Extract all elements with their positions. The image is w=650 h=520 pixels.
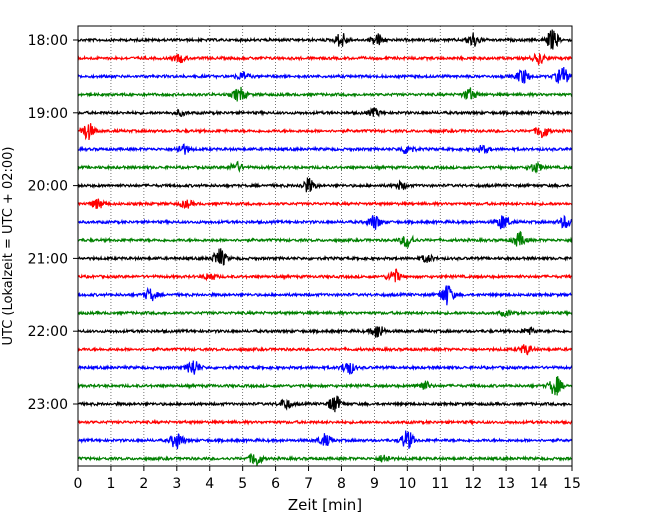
seismogram-trace (77, 376, 573, 396)
seismogram-trace (77, 309, 573, 318)
y-tick-label: 20:00 (28, 179, 68, 195)
x-tick-label: 8 (337, 476, 346, 492)
y-tick-label: 22:00 (28, 324, 68, 340)
x-tick-label: 13 (497, 476, 515, 492)
seismogram-trace (77, 326, 573, 338)
seismogram-trace (77, 177, 573, 193)
seismogram-trace (77, 107, 573, 118)
x-tick-label: 10 (398, 476, 416, 492)
y-tick-label: 19:00 (28, 106, 68, 122)
x-tick-label: 2 (139, 476, 148, 492)
seismogram-trace (77, 360, 573, 375)
seismogram-trace (77, 248, 573, 266)
x-tick-label: 9 (370, 476, 379, 492)
seismogram-trace (77, 160, 573, 174)
x-tick-label: 6 (271, 476, 280, 492)
x-tick-label: 5 (238, 476, 247, 492)
seismogram-trace (77, 143, 573, 155)
seismogram-trace (77, 344, 573, 356)
x-tick-label: 1 (106, 476, 115, 492)
y-axis-ticks: 18:00 19:00 20:00 21:00 22:00 23:00 (28, 33, 78, 413)
x-tick-label: 15 (563, 476, 581, 492)
x-tick-label: 12 (464, 476, 482, 492)
grid-lines (110, 26, 540, 466)
seismogram-trace (77, 230, 573, 250)
seismogram-trace (77, 123, 573, 141)
y-tick-label: 21:00 (28, 251, 68, 267)
seismogram-traces (77, 29, 573, 466)
x-tick-label: 4 (205, 476, 214, 492)
x-tick-label: 11 (431, 476, 449, 492)
seismogram-trace (77, 285, 573, 306)
x-axis-label: Zeit [min] (288, 496, 362, 514)
x-tick-label: 14 (530, 476, 548, 492)
seismogram-trace (77, 29, 573, 50)
x-axis-ticks: 0 1 2 3 4 5 6 7 8 9 10 11 12 13 14 15 (74, 466, 581, 492)
seismogram-trace (77, 430, 573, 450)
seismogram-trace (77, 198, 573, 210)
seismogram-trace (77, 86, 573, 102)
seismogram-trace (77, 66, 573, 84)
seismogram-trace (77, 395, 573, 413)
seismogram-trace (77, 268, 573, 283)
seismogram-trace (77, 453, 573, 466)
seismogram-trace (77, 418, 573, 426)
x-tick-label: 7 (304, 476, 313, 492)
seismogram-trace (77, 52, 573, 66)
plot-frame (77, 25, 573, 467)
seismogram-trace (77, 214, 573, 230)
x-tick-label: 3 (172, 476, 181, 492)
x-tick-label: 0 (74, 476, 83, 492)
y-axis-label: UTC (Lokalzeit = UTC + 02:00) (1, 147, 16, 346)
y-tick-label: 23:00 (28, 397, 68, 413)
y-tick-label: 18:00 (28, 33, 68, 49)
